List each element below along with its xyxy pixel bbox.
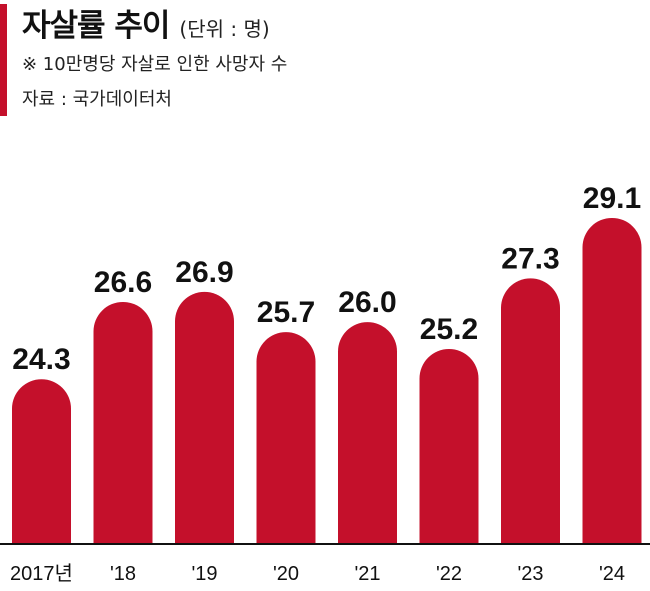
bar-4 xyxy=(338,322,397,543)
bar-7 xyxy=(582,217,642,543)
value-label-6: 27.3 xyxy=(501,242,559,275)
x-tick-label-2: '19 xyxy=(191,563,217,585)
value-label-4: 26.0 xyxy=(338,286,396,319)
value-label-7: 29.1 xyxy=(583,182,641,215)
footnote: ※ 10만명당 자살로 인한 사망자 수 xyxy=(22,54,288,75)
value-label-1: 26.6 xyxy=(94,266,152,299)
title-row: 자살률 추이 (단위 : 명) xyxy=(22,0,287,44)
unit-label: (단위 : 명) xyxy=(179,17,270,41)
chart-title: 자살률 추이 xyxy=(22,8,170,44)
bar-group xyxy=(12,217,642,543)
x-tick-label-6: '23 xyxy=(517,563,543,585)
chart-header: 자살률 추이 (단위 : 명) ※ 10만명당 자살로 인한 사망자 수 자료 … xyxy=(22,0,287,111)
x-tick-label-5: '22 xyxy=(436,563,462,585)
x-tick-label-7: '24 xyxy=(599,563,625,585)
bar-1 xyxy=(93,301,153,543)
value-label-5: 25.2 xyxy=(420,313,478,346)
value-label-group: 24.3 26.6 26.9 25.7 26.0 25.2 27.3 29.1 xyxy=(12,182,641,376)
x-tick-group: 2017년 '18 '19 '20 '21 '22 '23 '24 xyxy=(10,562,625,585)
title-accent-bar xyxy=(0,4,7,116)
x-tick-label-1: '18 xyxy=(110,563,136,585)
x-tick-label-0: 2017년 xyxy=(10,562,73,585)
x-tick-label-3: '20 xyxy=(273,563,299,585)
bar-2 xyxy=(175,291,234,543)
bar-0 xyxy=(12,379,71,543)
bar-3 xyxy=(256,332,316,543)
value-label-2: 26.9 xyxy=(175,256,233,289)
bar-5 xyxy=(419,348,479,543)
value-label-0: 24.3 xyxy=(12,343,70,376)
source-label: 자료 : 국가데이터처 xyxy=(22,89,172,110)
bar-6 xyxy=(501,278,560,543)
value-label-3: 25.7 xyxy=(257,296,315,329)
x-tick-label-4: '21 xyxy=(354,563,380,585)
